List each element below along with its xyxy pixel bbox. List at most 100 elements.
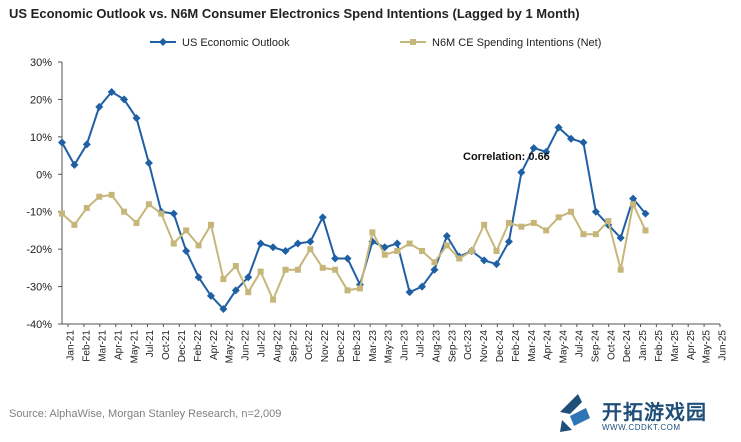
y-tick-label: 20%	[30, 94, 52, 106]
data-point	[530, 219, 537, 226]
data-point	[517, 168, 526, 177]
data-point	[443, 242, 450, 249]
data-point	[82, 140, 91, 149]
x-tick-label: Aug-22	[272, 330, 283, 363]
data-point	[580, 231, 587, 238]
legend: US Economic Outlook N6M CE Spending Inten…	[150, 37, 601, 49]
data-point	[232, 262, 239, 269]
data-point	[406, 240, 413, 247]
x-tick-label: Dec-22	[336, 330, 347, 363]
data-point	[419, 248, 426, 255]
data-point	[183, 227, 190, 234]
series-us-economic-outlook	[58, 87, 650, 314]
x-tick-label: Dec-21	[177, 330, 188, 363]
data-point	[307, 246, 314, 253]
x-tick-label: Nov-24	[479, 330, 490, 363]
data-point	[629, 194, 638, 203]
x-tick-label: Feb-24	[511, 330, 522, 362]
x-tick-label: Feb-23	[352, 330, 363, 362]
logo-text: 开拓游戏园	[602, 400, 707, 424]
y-axis: 30% 20% 10% 0% -10% -20% -30% -40%	[26, 57, 63, 331]
x-tick-label: Jul-24	[575, 330, 586, 358]
legend-marker	[410, 39, 416, 45]
data-point	[568, 208, 575, 215]
data-point	[121, 208, 128, 215]
data-point	[83, 204, 90, 211]
x-axis: Jan-21 Feb-21 Mar-21 Apr-21 May-21 Jul-21 Oct-…	[62, 323, 729, 364]
data-point	[144, 159, 153, 168]
x-tick-label: Mar-21	[97, 330, 108, 362]
data-point	[132, 114, 141, 123]
series-line	[61, 193, 647, 303]
data-point	[369, 229, 376, 236]
data-point	[381, 251, 388, 258]
data-point	[256, 239, 265, 248]
data-point	[270, 296, 277, 303]
y-tick-label: -30%	[26, 282, 52, 294]
data-point	[630, 201, 637, 208]
y-tick-label: 30%	[30, 57, 52, 69]
x-tick-label: Mar-23	[368, 330, 379, 362]
data-point	[343, 254, 352, 263]
x-tick-label: Feb-21	[82, 330, 93, 362]
x-tick-label: Sep-22	[288, 330, 299, 363]
data-point	[331, 254, 340, 263]
data-point	[393, 239, 402, 248]
data-point	[59, 210, 65, 217]
y-tick-label: -10%	[26, 207, 52, 219]
data-point	[468, 248, 475, 255]
data-point	[58, 138, 66, 147]
data-point	[269, 243, 278, 252]
data-point	[108, 191, 115, 198]
y-tick-label: 0%	[36, 169, 52, 181]
data-point	[220, 276, 227, 283]
data-point	[430, 265, 439, 274]
y-tick-label: -20%	[26, 244, 52, 256]
data-point	[332, 266, 339, 273]
data-point	[555, 214, 562, 221]
x-tick-label: Jun-25	[718, 330, 729, 361]
logo-mark-icon	[560, 394, 590, 432]
data-point	[431, 259, 438, 266]
data-point	[505, 219, 512, 226]
data-point	[245, 289, 252, 296]
x-tick-label: Mar-25	[670, 330, 681, 362]
x-tick-label: May-21	[129, 330, 140, 364]
data-point	[244, 273, 253, 282]
data-point	[456, 255, 463, 262]
data-point	[70, 160, 79, 169]
series-layer	[58, 87, 650, 314]
x-tick-label: Sep-23	[447, 330, 458, 363]
x-tick-label: Jul-21	[145, 330, 156, 358]
x-tick-label: Dec-24	[622, 330, 633, 363]
x-tick-label: Jan-25	[638, 330, 649, 361]
data-point	[107, 87, 116, 96]
data-point	[543, 227, 550, 234]
data-point	[145, 201, 152, 208]
data-point	[617, 266, 624, 273]
data-point	[642, 227, 649, 234]
series-n6m-ce-spending	[59, 191, 649, 303]
data-point	[95, 102, 104, 111]
y-tick-label: 10%	[30, 132, 52, 144]
data-point	[480, 256, 489, 265]
x-tick-label: Apr-25	[686, 330, 697, 360]
x-tick-label: May-22	[225, 330, 236, 364]
x-tick-label: Jan-21	[66, 330, 77, 361]
x-tick-label: Dec-24	[495, 330, 506, 363]
data-point	[182, 247, 191, 256]
data-point	[529, 144, 538, 153]
data-point	[356, 285, 363, 292]
data-point	[282, 266, 289, 273]
x-tick-label: Apr-21	[113, 330, 124, 360]
data-point	[281, 247, 290, 256]
legend-label: US Economic Outlook	[182, 37, 290, 49]
data-point	[591, 207, 600, 216]
data-point	[481, 221, 488, 228]
x-tick-label: Oct-22	[304, 330, 315, 360]
brand-logo: 开拓游戏园 WWW.CDDKT.COM	[556, 392, 736, 438]
data-point	[206, 291, 215, 300]
x-tick-label: Jul-23	[415, 330, 426, 358]
